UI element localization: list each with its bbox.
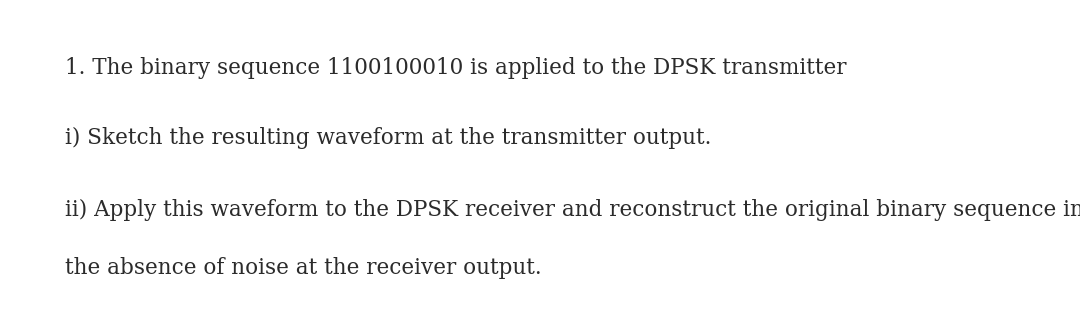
Text: i) Sketch the resulting waveform at the transmitter output.: i) Sketch the resulting waveform at the …	[65, 127, 712, 149]
Text: 1. The binary sequence 1100100010 is applied to the DPSK transmitter: 1. The binary sequence 1100100010 is app…	[65, 57, 847, 79]
Text: the absence of noise at the receiver output.: the absence of noise at the receiver out…	[65, 257, 542, 279]
Text: ii) Apply this waveform to the DPSK receiver and reconstruct the original binary: ii) Apply this waveform to the DPSK rece…	[65, 199, 1080, 221]
